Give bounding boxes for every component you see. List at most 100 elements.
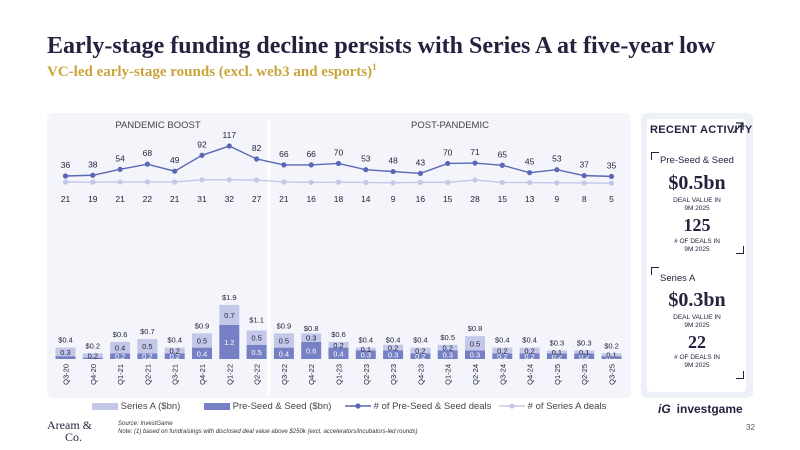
seed-bar (492, 353, 513, 359)
seed-deals-label: 70 (443, 147, 453, 157)
seed-deals-label: 65 (498, 149, 508, 159)
seed-deals-label: 49 (170, 155, 180, 165)
seed-value-label: 0.2 (115, 352, 125, 361)
series-a-bar (164, 347, 185, 354)
x-tick-label: Q3-25 (608, 364, 617, 385)
legend-series-a-deals: # of Series A deals (499, 401, 606, 415)
seed-value-label: 0.6 (306, 346, 316, 355)
bar-total-label: $0.6 (331, 330, 346, 339)
bar-total-label: $0.4 (495, 336, 510, 345)
seed-bar (601, 356, 622, 359)
bar-total-label: $0.4 (358, 336, 373, 345)
series-a-value-label: 0.4 (115, 344, 125, 353)
x-tick-label: Q2-21 (143, 364, 152, 385)
seed-deals-label: 70 (334, 147, 344, 157)
seed-bar (519, 353, 540, 359)
seed-deals-point (472, 160, 478, 166)
series-a-deals-label: 19 (88, 194, 98, 204)
seed-value-label: 0.3 (470, 351, 480, 360)
period-label-pandemic: PANDEMIC BOOST (115, 120, 201, 131)
seed-bar (164, 353, 185, 359)
seed-value-label: 0.4 (279, 349, 289, 358)
seed-bar (383, 350, 404, 359)
chart-panel: PANDEMIC BOOST POST-PANDEMIC 0.3 $0.4 Q3-20 0… (47, 113, 631, 398)
series-a-card-label: Series A (660, 273, 696, 284)
series-a-bar (82, 353, 103, 358)
seed-deals-label: 45 (525, 157, 535, 167)
series-a-deals-label: 31 (197, 194, 207, 204)
series-a-bar (574, 350, 595, 354)
x-tick-label: Q1-21 (116, 364, 125, 385)
series-a-value-label: 0.2 (333, 341, 343, 350)
seed-value-label: 0.3 (388, 351, 398, 360)
x-tick-label: Q1-25 (553, 364, 562, 385)
seed-value-label: 0.1 (606, 354, 616, 363)
seed-deals-point (117, 166, 123, 172)
seed-deals-label: 35 (607, 160, 617, 170)
series-a-bar (355, 347, 376, 351)
bar-total-label: $0.7 (140, 327, 155, 336)
series-a-bar (137, 339, 158, 354)
series-a-value-label: 0.2 (442, 344, 452, 353)
series-a-deals-label: 21 (115, 194, 125, 204)
bar-total-label: $0.6 (113, 330, 128, 339)
bar-total-label: $0.8 (468, 324, 483, 333)
seed-deals-line-icon (345, 403, 371, 410)
x-tick-label: Q1-23 (335, 364, 344, 385)
series-a-deals-point (117, 179, 123, 185)
seed-deals-label: 82 (252, 143, 262, 153)
seed-value-label: 0.2 (415, 352, 425, 361)
seed-deals-point (554, 167, 560, 173)
recent-activity-panel: RECENT ACTIVITY Pre-Seed & Seed $0.5bn D… (641, 113, 753, 398)
bar-total-label: $0.9 (195, 321, 210, 330)
series-a-deals-point (581, 180, 587, 186)
bar-total-label: $0.8 (304, 324, 319, 333)
series-a-deals-label: 13 (525, 194, 535, 204)
series-a-deals-point (335, 179, 342, 185)
seed-bar (355, 350, 376, 359)
x-tick-label: Q2-22 (253, 364, 262, 385)
series-a-deal-value: $0.3bn (668, 289, 726, 311)
seed-deals-point (281, 162, 287, 168)
series-a-activity-card: Series A $0.3bn DEAL VALUE IN 9M 2025 22 … (651, 267, 744, 379)
x-tick-label: Q4-22 (307, 364, 316, 385)
investgame-mark: iG (658, 402, 671, 416)
series-a-value-label: 0.2 (388, 344, 398, 353)
seed-card-label: Pre-Seed & Seed (660, 155, 734, 166)
series-a-bar (273, 333, 294, 348)
series-a-value-label: 0.5 (142, 342, 152, 351)
bar-total-label: $0.9 (277, 321, 292, 330)
series-a-value-label: 0.1 (606, 351, 616, 360)
x-tick-label: Q2-24 (471, 364, 480, 385)
x-tick-label: Q2-25 (580, 364, 589, 385)
bracket-top-left (651, 267, 659, 275)
seed-deals-label: 71 (470, 147, 480, 157)
series-a-bar (328, 341, 349, 348)
x-tick-label: Q3-21 (171, 364, 180, 385)
bar-total-label: $0.3 (550, 338, 565, 347)
seed-deals-label: 36 (61, 160, 71, 170)
series-a-bar (192, 333, 212, 348)
series-a-value-caption: DEAL VALUE IN 9M 2025 (673, 314, 721, 329)
series-a-bar (383, 344, 404, 351)
series-a-bar (492, 347, 513, 354)
x-tick-label: Q1-24 (444, 364, 453, 385)
series-a-deals-label: 16 (306, 194, 316, 204)
series-a-deals-point (499, 179, 505, 186)
x-tick-label: Q4-23 (416, 364, 425, 385)
seed-deals-point (172, 168, 178, 174)
series-a-deals-point (390, 180, 396, 186)
seed-deals-point (335, 160, 342, 167)
seed-bar (465, 350, 485, 359)
series-a-value-label: 0.5 (251, 334, 261, 343)
seed-deals-point (417, 170, 423, 177)
seed-value-label: 0.4 (333, 349, 343, 358)
seed-bar (137, 353, 158, 359)
subtitle-text: VC-led early-stage rounds (excl. web3 an… (47, 64, 373, 80)
series-a-value-label: 0.1 (552, 348, 562, 357)
series-a-value-label: 0.2 (497, 346, 507, 355)
series-a-value-label: 0.5 (470, 339, 480, 348)
bar-total-label: $0.4 (413, 336, 428, 345)
series-a-deals-point (445, 179, 451, 186)
page-title: Early-stage funding decline persists wit… (47, 33, 716, 59)
